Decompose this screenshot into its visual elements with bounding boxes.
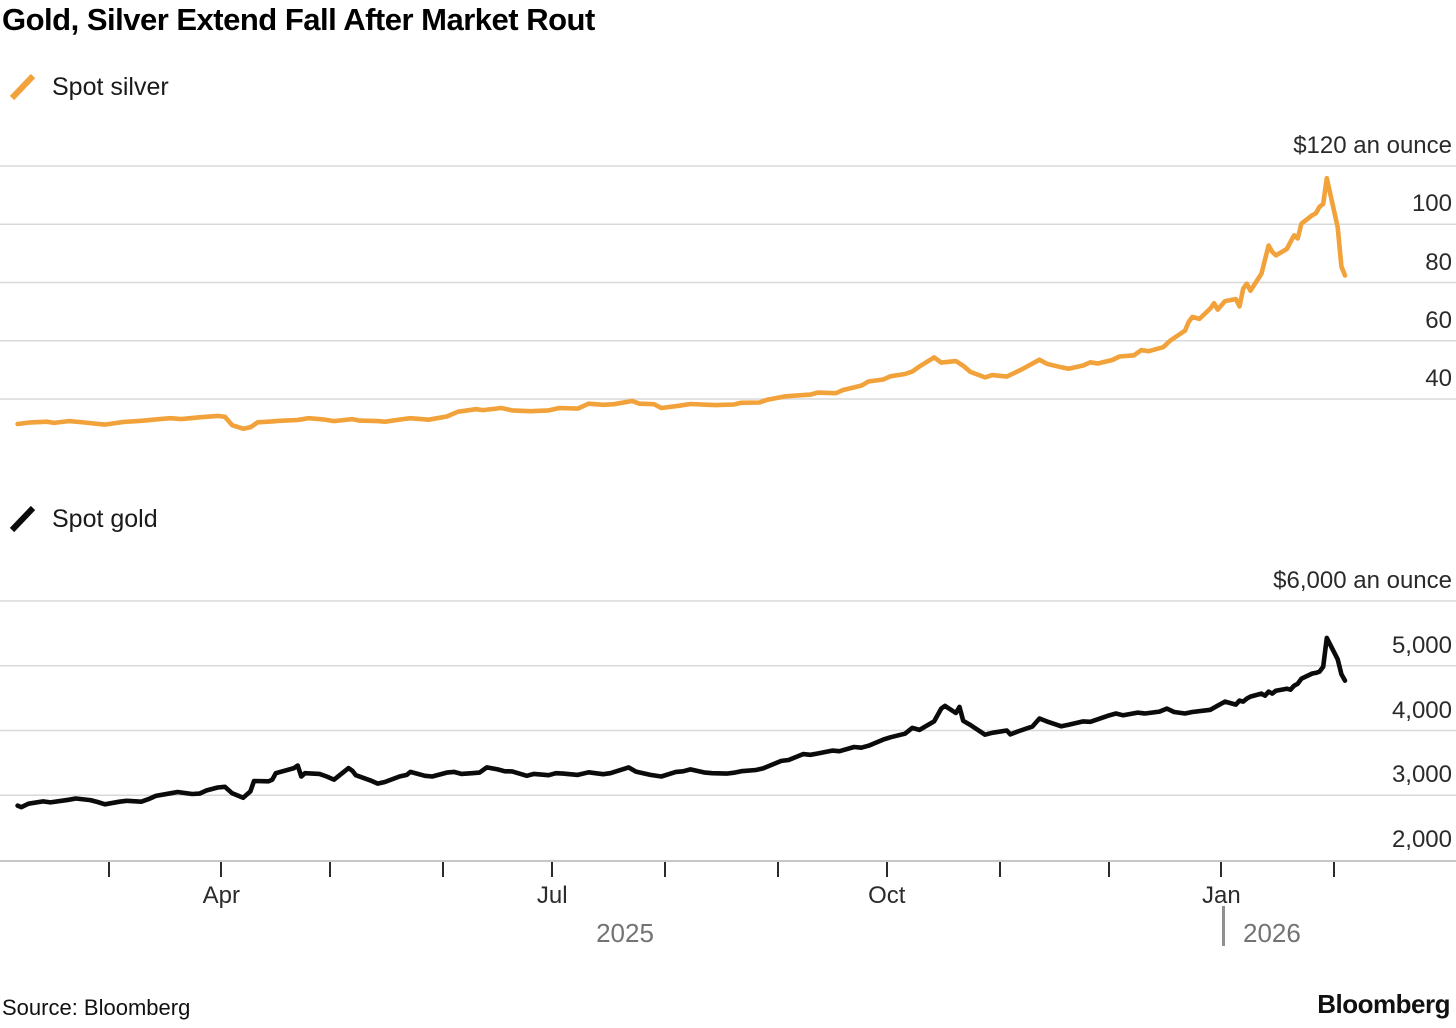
- bloomberg-wordmark: Bloomberg: [1317, 989, 1450, 1019]
- y-axis-label: $6,000 an ounce: [1273, 567, 1452, 594]
- year-label-2026: 2026: [1243, 918, 1301, 948]
- month-tick: [107, 862, 110, 877]
- legend-spot-gold: Spot gold: [8, 504, 158, 534]
- gold-line-chart: [0, 600, 1456, 810]
- x-axis-line: [0, 860, 1456, 862]
- gold-line-swatch-icon: [9, 505, 36, 533]
- year-label-2025: 2025: [596, 918, 654, 948]
- y-axis-label: 60: [1425, 306, 1452, 334]
- month-tick: [663, 862, 666, 877]
- legend-label-gold: Spot gold: [52, 504, 158, 533]
- month-tick: [329, 862, 332, 877]
- month-label-apr: Apr: [202, 882, 240, 909]
- y-axis-label: 5,000: [1391, 631, 1452, 659]
- month-label-jan: Jan: [1201, 882, 1241, 909]
- gold-price-line: [15, 635, 1348, 810]
- legend-spot-silver: Spot silver: [8, 72, 169, 102]
- month-tick: [551, 862, 554, 877]
- y-axis-label: 4,000: [1391, 696, 1452, 724]
- month-tick: [1220, 862, 1223, 877]
- y-axis-label: 40: [1425, 365, 1452, 392]
- month-tick: [885, 862, 888, 877]
- month-tick: [998, 862, 1001, 877]
- y-axis-label: 80: [1425, 248, 1452, 276]
- source-note: Source: Bloomberg: [2, 995, 191, 1020]
- silver-line-chart: [0, 165, 1456, 432]
- month-tick: [220, 862, 223, 877]
- silver-price-line: [15, 175, 1348, 432]
- month-tick: [1333, 862, 1336, 877]
- y-axis-label: 100: [1411, 190, 1452, 218]
- month-tick: [776, 862, 779, 877]
- y-axis-label: 2,000: [1391, 826, 1452, 853]
- legend-label-silver: Spot silver: [52, 72, 169, 101]
- year-divider-bar: [1222, 906, 1225, 946]
- y-axis-label: $120 an ounce: [1293, 132, 1452, 159]
- month-tick: [1107, 862, 1110, 877]
- silver-line-swatch-icon: [9, 73, 36, 101]
- month-tick: [442, 862, 445, 877]
- month-label-oct: Oct: [868, 882, 906, 909]
- chart-title: Gold, Silver Extend Fall After Market Ro…: [2, 2, 595, 37]
- y-axis-label: 3,000: [1391, 761, 1452, 789]
- month-label-jul: Jul: [536, 882, 568, 909]
